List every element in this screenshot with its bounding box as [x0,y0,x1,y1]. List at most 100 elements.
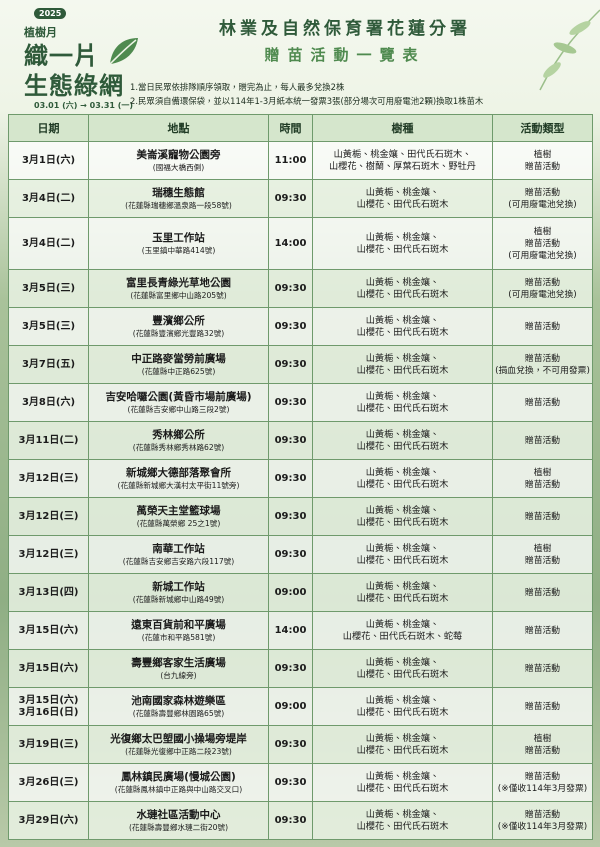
place-cell: 池南國家森林遊樂區 (花蓮縣壽豐鄉林園路65號) [88,687,269,726]
place-line: 壽豐鄉客家生活廣場 [131,656,226,669]
time-cell: 09:30 [268,763,313,802]
date-line: 3月16日(日) [18,706,79,718]
place-line: 新城工作站 [152,580,205,593]
time-cell: 09:30 [268,421,313,460]
species-cell: 山黃梔、桃金孃、 山櫻花、田代氏石斑木 [312,459,493,498]
place-cell: 遠東百貨前和平廣場 (花蓮市和平路581號) [88,611,269,650]
time-cell: 09:30 [268,345,313,384]
logo-line: 生態綠網 [24,72,124,100]
species-line: 山櫻花、田代氏石斑木、蛇莓 [342,630,463,642]
title: 林業及自然保育署花蓮分署 [219,19,471,39]
species-line: 山黃梔、桃金孃、 [365,276,440,288]
date-cell: 3月4日(二) [8,217,89,270]
date-line: 3月15日(六) [18,624,79,636]
place-line: (花蓮縣秀林鄉秀林路62號) [132,442,225,452]
date-cell: 3月1日(六) [8,141,89,180]
species-cell: 山黃梔、桃金孃、 山櫻花、田代氏石斑木 [312,497,493,536]
time-cell: 09:30 [268,383,313,422]
table-row: 3月19日(三) 光復鄉太巴塱國小操場旁堤岸 (花蓮縣光復鄉中正路二段23號) 09:… [8,725,593,764]
time-line: 09:30 [274,396,307,408]
place-cell: 瑞穗生態館 (花蓮縣瑞穗鄉溫泉路一段58號) [88,179,269,218]
type-line: 植樹 [533,467,552,478]
place-cell: 富里長青綠光草地公園 (花蓮縣富里鄉中山路205號) [88,269,269,308]
place-cell: 吉安哈囉公園(黃昏市場前廣場) (花蓮縣吉安鄉中山路三段2號) [88,383,269,422]
species-cell: 山黃梔、桃金孃、 山櫻花、田代氏石斑木 [312,217,493,270]
logo-dates: 03.01 (六) → 03.31 (一) [34,101,134,110]
species-line: 山黃梔、桃金孃、 [365,656,440,668]
place-line: 豐濱鄉公所 [152,314,205,327]
type-line: 植樹 [533,226,552,237]
table-row: 3月29日(六) 水璉社區活動中心 (花蓮縣壽豐鄉水璉二街20號) 09:30 山黃梔、… [8,801,593,840]
species-line: 山黃梔、桃金孃、 [365,808,440,820]
header-row: 日期 地點 時間 樹種 活動類型 [8,114,593,142]
place-cell: 豐濱鄉公所 (花蓮縣豐濱鄉光豐路32號) [88,307,269,346]
column-header: 樹種 [312,114,493,142]
date-line: 3月12日(三) [18,548,79,560]
type-cell: 贈苗活動 [492,383,593,422]
species-line: 山櫻花、田代氏石斑木 [356,478,449,490]
time-line: 11:00 [274,154,307,166]
time-line: 09:30 [274,510,307,522]
type-cell: 贈苗活動 [492,573,593,612]
species-cell: 山黃梔、桃金孃、 山櫻花、田代氏石斑木 [312,345,493,384]
place-cell: 水璉社區活動中心 (花蓮縣壽豐鄉水璉二街20號) [88,801,269,840]
table-row: 3月15日(六) 3月16日(日) 池南國家森林遊樂區 (花蓮縣壽豐鄉林園路65號) 0… [8,687,593,726]
species-line: 山黃梔、桃金孃、 [365,231,440,243]
place-line: (玉里鎮中華路414號) [141,245,216,255]
type-cell: 植樹 贈苗活動 [492,141,593,180]
table-row: 3月4日(二) 瑞穗生態館 (花蓮縣瑞穗鄉溫泉路一段58號) 09:30 山黃梔、桃金孃… [8,179,593,218]
place-line: 池南國家森林遊樂區 [131,694,226,707]
place-cell: 萬榮天主堂籃球場 (花蓮縣萬榮鄉 25之1號) [88,497,269,536]
type-line: 植樹 [533,543,552,554]
place-line: (花蓮縣吉安鄉中山路三段2號) [127,404,230,414]
type-cell: 贈苗活動 [492,421,593,460]
time-line: 09:00 [274,700,307,712]
place-cell: 壽豐鄉客家生活廣場 (台九線旁) [88,649,269,688]
time-cell: 09:30 [268,725,313,764]
table-row: 3月15日(六) 壽豐鄉客家生活廣場 (台九線旁) 09:30 山黃梔、桃金孃、 山櫻花、… [8,649,593,688]
date-line: 3月5日(三) [21,320,76,332]
table-row: 3月11日(二) 秀林鄉公所 (花蓮縣秀林鄉秀林路62號) 09:30 山黃梔、桃金孃、… [8,421,593,460]
place-line: 玉里工作站 [152,231,205,244]
place-line: (花蓮縣富里鄉中山路205號) [130,290,227,300]
time-line: 14:00 [274,237,307,249]
date-cell: 3月5日(三) [8,307,89,346]
species-line: 山櫻花、田代氏石斑木 [356,820,449,832]
place-cell: 秀林鄉公所 (花蓮縣秀林鄉秀林路62號) [88,421,269,460]
date-line: 3月15日(六) [18,662,79,674]
time-line: 09:30 [274,434,307,446]
type-line: 贈苗活動 [524,238,561,249]
time-cell: 09:30 [268,179,313,218]
date-line: 3月13日(四) [18,586,79,598]
place-line: 瑞穗生態館 [152,186,205,199]
type-line: 贈苗活動 [524,745,561,756]
species-line: 山櫻花、田代氏石斑木 [356,198,449,210]
species-line: 山櫻花、田代氏石斑木 [356,516,449,528]
species-line: 山黃梔、桃金孃、 [365,390,440,402]
place-line: 鳳林鎮民廣場(慢城公園) [121,770,236,783]
time-line: 09:30 [274,282,307,294]
species-line: 山櫻花、田代氏石斑木 [356,243,449,255]
date-cell: 3月12日(三) [8,497,89,536]
time-cell: 09:30 [268,497,313,536]
species-cell: 山黃梔、桃金孃、田代氏石斑木、 山櫻花、樹蘭、厚葉石斑木、野牡丹 [312,141,493,180]
species-line: 山黃梔、桃金孃、田代氏石斑木、 [333,148,472,160]
place-line: 遠東百貨前和平廣場 [131,618,226,631]
place-line: (花蓮縣豐濱鄉光豐路32號) [132,328,225,338]
table-row: 3月5日(三) 豐濱鄉公所 (花蓮縣豐濱鄉光豐路32號) 09:30 山黃梔、桃金孃、山… [8,307,593,346]
date-cell: 3月26日(三) [8,763,89,802]
date-line: 3月26日(三) [18,776,79,788]
place-line: (花蓮市和平路581號) [141,632,216,642]
time-line: 14:00 [274,624,307,636]
time-cell: 14:00 [268,611,313,650]
time-cell: 14:00 [268,217,313,270]
table-row: 3月12日(三) 南華工作站 (花蓮縣吉安鄉吉安路六段117號) 09:30 山黃梔、桃… [8,535,593,574]
logo-line: 織一片 [24,42,99,70]
time-cell: 09:30 [268,649,313,688]
type-cell: 贈苗活動 (可用廢電池兌換) [492,179,593,218]
type-cell: 植樹 贈苗活動 [492,459,593,498]
type-line: 贈苗活動 [524,187,561,198]
species-line: 山黃梔、桃金孃、 [365,770,440,782]
date-line: 3月19日(三) [18,738,79,750]
